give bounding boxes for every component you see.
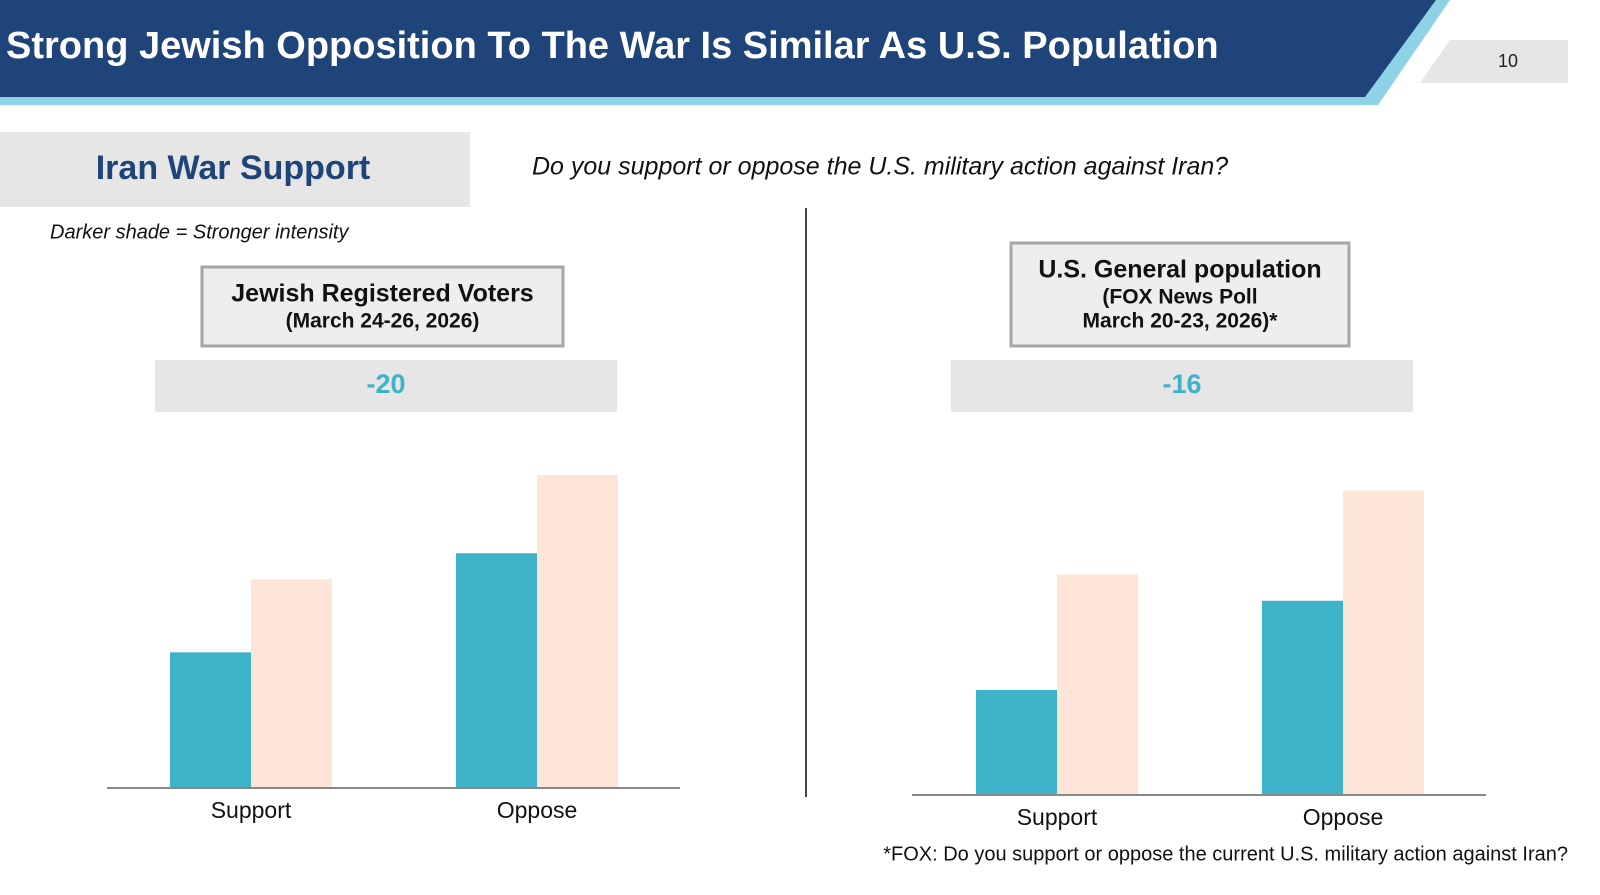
footnote: *FOX: Do you support or oppose the curre… [883, 843, 1568, 865]
bar [1343, 490, 1424, 795]
bar [251, 579, 332, 788]
section-label: Iran War Support [96, 149, 371, 187]
bar [1057, 574, 1138, 795]
chart-title-box [1009, 241, 1351, 348]
chart-title-box [200, 265, 565, 348]
net-value: -20 [366, 369, 405, 399]
bar [976, 690, 1057, 795]
x-tick-label: Support [211, 797, 292, 823]
bar [1262, 600, 1343, 795]
net-value: -16 [1162, 369, 1201, 399]
chart-subtitle: March 20-23, 2026)* [1083, 310, 1279, 333]
chart-title: U.S. General population [1038, 256, 1321, 284]
net-band [155, 360, 617, 412]
page-number-box [1420, 40, 1568, 83]
note: Darker shade = Stronger intensity [50, 221, 349, 243]
chart-subtitle: (March 24-26, 2026) [286, 310, 480, 333]
question: Do you support or oppose the U.S. milita… [532, 153, 1228, 181]
header-title: Strong Jewish Opposition To The War Is S… [6, 25, 1219, 67]
chart-subtitle: (FOX News Poll [1102, 286, 1257, 309]
bar [170, 652, 251, 788]
net-band [951, 360, 1413, 412]
x-tick-label: Support [1017, 804, 1098, 830]
bar [537, 475, 618, 788]
x-tick-label: Oppose [1303, 804, 1384, 830]
chart-title: Jewish Registered Voters [231, 280, 533, 308]
page-number: 10 [1498, 51, 1518, 71]
header-banner [0, 0, 1436, 97]
bar [456, 553, 537, 788]
x-tick-label: Oppose [497, 797, 578, 823]
section-label-box [0, 132, 470, 207]
